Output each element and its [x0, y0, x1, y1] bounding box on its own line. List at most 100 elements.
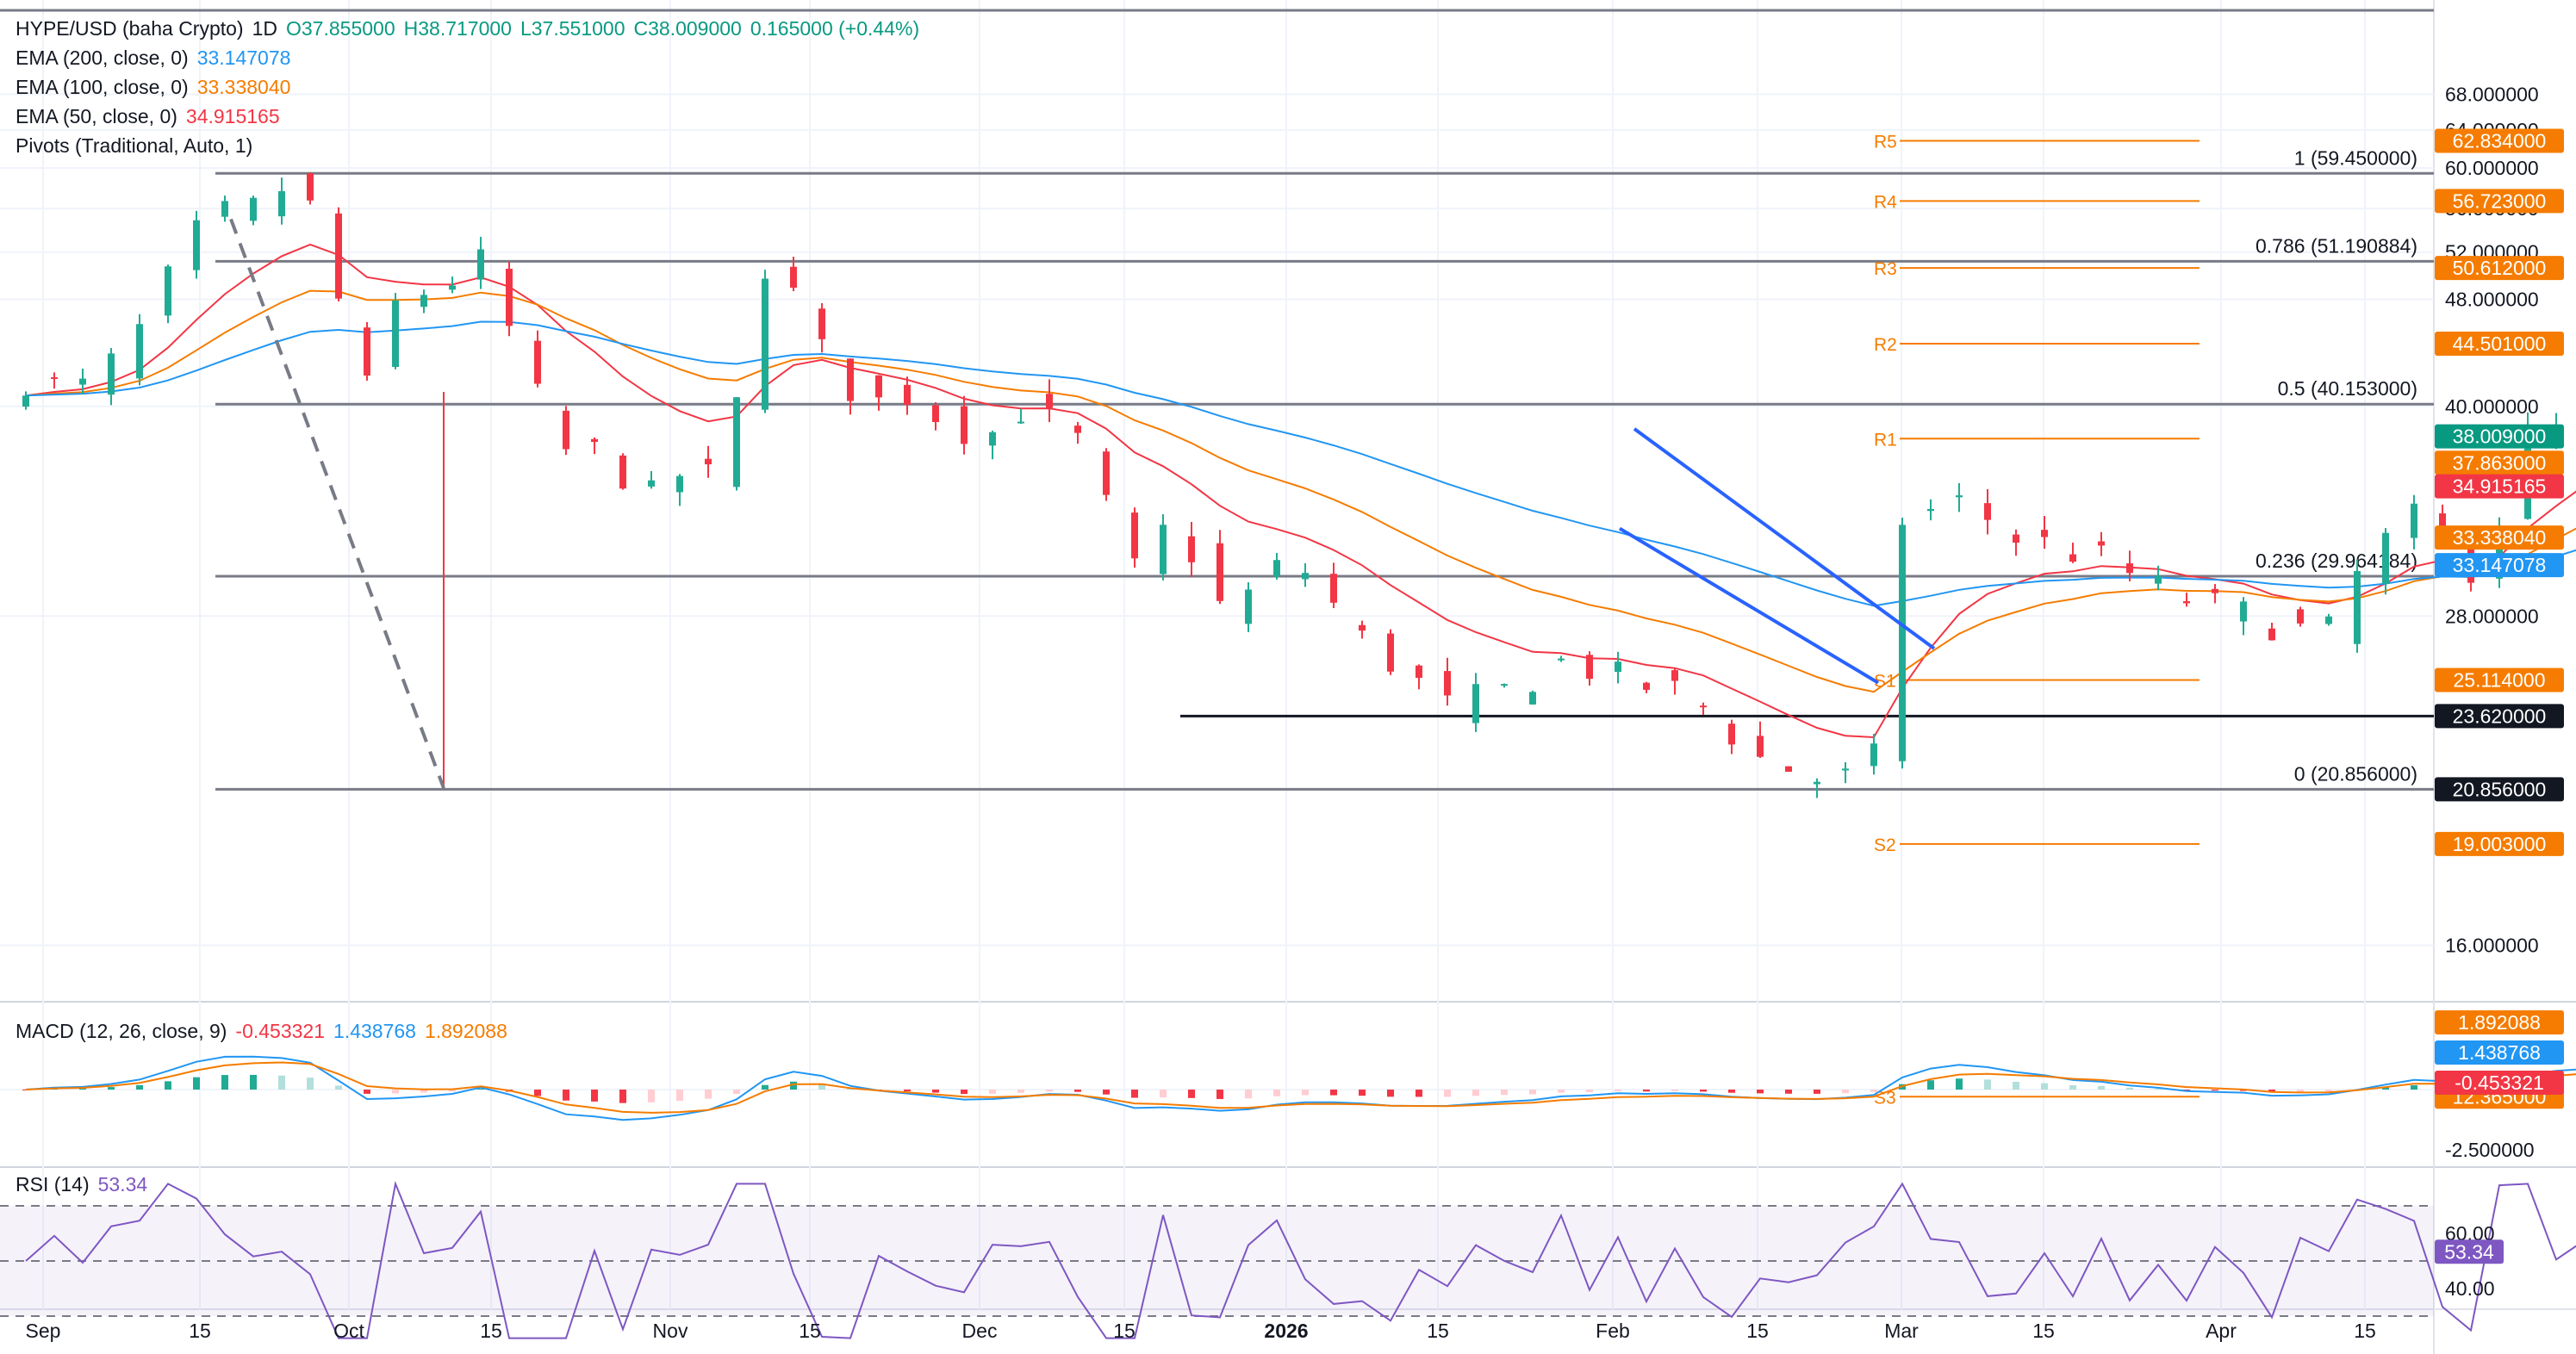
price-tag — [2435, 668, 2564, 693]
candle — [1927, 508, 1934, 512]
macd-bar — [2268, 1090, 2275, 1093]
macd-bar — [1245, 1090, 1252, 1099]
symbol-label[interactable]: HYPE/USD (baha Crypto) — [16, 17, 244, 40]
candle — [1245, 589, 1252, 624]
macd-bar — [477, 1088, 484, 1090]
price-tag — [2435, 474, 2564, 499]
wedge-upper-line — [1633, 427, 1936, 650]
ema100-line — [25, 289, 2576, 693]
x-tick-label: 15 — [189, 1320, 211, 1342]
price-tag-label: 33.338040 — [2453, 526, 2547, 549]
rsi-line — [25, 1180, 2576, 1339]
ema200-label: EMA (200, close, 0) — [16, 47, 189, 69]
candle — [2155, 575, 2162, 584]
macd-bar — [2098, 1085, 2105, 1090]
rsi-value: 53.34 — [97, 1173, 148, 1196]
macd-bar — [165, 1081, 171, 1090]
candle — [1757, 736, 1764, 757]
macd-bar — [2126, 1087, 2133, 1090]
signal-line — [25, 1061, 2576, 1114]
macd-bar — [1814, 1090, 1820, 1094]
fib-label: 0.5 (40.153000) — [2278, 377, 2417, 400]
rsi-legend[interactable]: RSI (14) 53.34 — [16, 1170, 156, 1199]
price-tag — [2435, 553, 2564, 578]
candle — [1074, 425, 1081, 433]
candle — [961, 406, 968, 444]
x-tick-label: 15 — [1113, 1320, 1136, 1342]
price-tag — [2435, 704, 2564, 729]
rsi-tag — [2435, 1239, 2504, 1264]
price-tag-label: 62.834000 — [2453, 129, 2547, 152]
x-tick-label: Sep — [26, 1320, 61, 1342]
candle — [1529, 692, 1536, 705]
candle — [221, 201, 228, 217]
price-tag-label: 19.003000 — [2453, 833, 2547, 855]
macd-bar — [989, 1090, 996, 1094]
macd-bar — [1017, 1090, 1024, 1093]
rsi-pane — [0, 1180, 2576, 1339]
pivots-legend[interactable]: Pivots (Traditional, Auto, 1) — [16, 131, 928, 160]
macd-legend[interactable]: MACD (12, 26, close, 9) -0.453321 1.438768… — [16, 1016, 516, 1046]
candle — [250, 197, 257, 221]
axes: 68.00000064.00000060.00000056.00000052.0… — [26, 84, 2539, 1342]
candle — [1700, 705, 1707, 708]
candle — [1216, 543, 1223, 601]
candle — [1017, 421, 1024, 424]
interval-label: 1D — [252, 17, 277, 40]
fib-label: 0.786 (51.190884) — [2256, 234, 2417, 257]
candle — [904, 384, 911, 405]
fib-label: 1 (59.450000) — [2294, 146, 2417, 169]
macd-bar — [1558, 1090, 1565, 1093]
x-tick-label: 15 — [2032, 1320, 2055, 1342]
ema100-legend[interactable]: EMA (100, close, 0) 33.338040 — [16, 72, 928, 102]
macd-tag — [2435, 1010, 2564, 1034]
ema200-legend[interactable]: EMA (200, close, 0) 33.147078 — [16, 43, 928, 72]
candle — [364, 327, 370, 376]
pivot-label: R1 — [1874, 430, 1897, 450]
candle — [2041, 530, 2048, 537]
macd-bar — [534, 1090, 541, 1096]
macd-bar — [1700, 1090, 1707, 1092]
candle — [1984, 503, 1991, 520]
pivot-label: R4 — [1874, 192, 1897, 212]
candle — [591, 438, 598, 443]
candle — [563, 410, 569, 450]
candle — [477, 249, 484, 280]
candle — [449, 285, 456, 290]
ema100-value: 33.338040 — [196, 76, 291, 98]
x-tick-label: Dec — [962, 1320, 998, 1342]
candle — [1472, 684, 1479, 724]
y-tick-label: 68.000000 — [2445, 84, 2539, 106]
macd-bar — [1359, 1090, 1366, 1096]
candle — [1160, 525, 1167, 575]
macd-bar — [420, 1090, 427, 1093]
candle — [875, 375, 882, 398]
open-value: O37.855000 — [286, 17, 395, 40]
macd-bar — [1757, 1090, 1764, 1094]
pivot-lines: R5 R4 R3 R2 R1 S1 S2 S3 — [1180, 132, 2434, 1108]
macd-bar — [733, 1090, 740, 1095]
price-tag — [2435, 450, 2564, 475]
candle — [193, 220, 200, 270]
wedge-lower-line — [1618, 526, 1880, 685]
candle — [1273, 560, 1280, 577]
candle — [2212, 588, 2218, 593]
rsi-tag-label: 53.34 — [2444, 1240, 2494, 1263]
price-tag-label: 50.612000 — [2453, 257, 2547, 279]
candle — [108, 353, 115, 395]
macd-bar — [1103, 1090, 1110, 1095]
candle — [51, 376, 58, 379]
macd-bar — [136, 1084, 143, 1090]
y-tick-label: 48.000000 — [2445, 288, 2539, 310]
candle — [1728, 724, 1735, 745]
candle — [1416, 665, 1422, 678]
macd-bar — [307, 1078, 314, 1090]
candle — [676, 475, 683, 493]
ema50-legend[interactable]: EMA (50, close, 0) 34.915165 — [16, 102, 928, 131]
macd-bar — [2069, 1085, 2076, 1090]
candle — [506, 269, 513, 326]
macd-bar — [648, 1090, 655, 1102]
macd-signal-value: 1.892088 — [424, 1020, 507, 1042]
